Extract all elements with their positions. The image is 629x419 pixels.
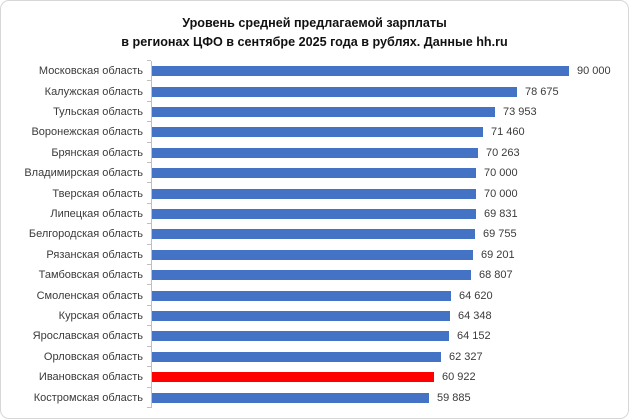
chart-row: Тамбовская область 68 807 xyxy=(7,264,622,286)
chart-row: Липецкая область 69 831 xyxy=(7,202,622,225)
category-label: Воронежская область xyxy=(31,126,143,139)
value-label: 59 885 xyxy=(437,391,471,404)
bar-track: 60 922 xyxy=(147,366,622,388)
bar xyxy=(152,311,450,322)
value-label: 73 953 xyxy=(503,106,537,119)
chart-title-line2: в регионах ЦФО в сентябре 2025 года в ру… xyxy=(121,34,508,49)
category-label: Курская область xyxy=(58,310,143,323)
category-label: Ивановская область xyxy=(38,371,143,384)
bar xyxy=(152,392,429,403)
value-label: 64 348 xyxy=(458,310,492,323)
category-label: Московская область xyxy=(38,65,143,78)
chart-row: Брянская область 70 263 xyxy=(7,141,622,164)
value-label: 70 000 xyxy=(484,167,518,180)
bar-track: 71 460 xyxy=(147,121,622,143)
chart-row: Владимирская область 70 000 xyxy=(7,162,622,184)
bar xyxy=(152,229,475,240)
value-label: 64 620 xyxy=(459,289,493,302)
chart-row: Ярославская область 64 152 xyxy=(7,325,622,347)
bar-highlighted xyxy=(152,372,434,383)
chart-row: Воронежская область 71 460 xyxy=(7,121,622,143)
bar-track: 70 000 xyxy=(147,162,622,184)
value-label: 69 201 xyxy=(481,248,515,261)
bar-track: 78 675 xyxy=(147,80,622,102)
chart-row: Рязанская область 69 201 xyxy=(7,243,622,266)
bar xyxy=(152,290,451,301)
bar xyxy=(152,209,476,220)
value-label: 70 000 xyxy=(484,187,518,200)
bar-track: 90 000 xyxy=(147,59,622,82)
bar-track: 62 327 xyxy=(147,345,622,368)
category-label: Тверская область xyxy=(52,187,143,200)
chart-row: Калужская область 78 675 xyxy=(7,80,622,102)
chart-title: Уровень средней предлагаемой зарплаты в … xyxy=(1,14,628,52)
category-label: Брянская область xyxy=(51,146,143,159)
plot-area: Московская область 90 000 Калужская област… xyxy=(7,59,622,409)
chart-row: Тульская область 73 953 xyxy=(7,100,622,123)
bar xyxy=(152,188,476,199)
category-label: Тульская область xyxy=(53,106,143,119)
bar xyxy=(152,331,449,342)
value-label: 68 807 xyxy=(479,269,513,282)
value-label: 69 831 xyxy=(484,208,518,221)
bar xyxy=(152,249,473,260)
bar-track: 69 831 xyxy=(147,202,622,225)
category-label: Костромская область xyxy=(33,391,143,404)
chart-row: Костромская область 59 885 xyxy=(7,386,622,409)
chart-row: Смоленская область 64 620 xyxy=(7,284,622,306)
chart-row: Тверская область 70 000 xyxy=(7,182,622,204)
category-label: Тамбовская область xyxy=(38,269,143,282)
category-label: Смоленская область xyxy=(36,289,143,302)
bar-track: 64 620 xyxy=(147,284,622,306)
bar-track: 69 755 xyxy=(147,223,622,245)
bar-track: 64 348 xyxy=(147,304,622,327)
chart-row: Белгородская область 69 755 xyxy=(7,223,622,245)
value-label: 69 755 xyxy=(483,228,517,241)
category-label: Ярославская область xyxy=(32,330,143,343)
bar-track: 70 000 xyxy=(147,182,622,204)
bar xyxy=(152,86,517,97)
bar xyxy=(152,168,476,179)
bar-track: 73 953 xyxy=(147,100,622,123)
value-label: 62 327 xyxy=(449,350,483,363)
bar-track: 70 263 xyxy=(147,141,622,164)
bar xyxy=(152,127,483,138)
category-label: Липецкая область xyxy=(50,208,143,221)
bar-track: 64 152 xyxy=(147,325,622,347)
category-label: Калужская область xyxy=(44,85,143,98)
value-label: 78 675 xyxy=(525,85,559,98)
chart-row: Орловская область 62 327 xyxy=(7,345,622,368)
bar-track: 68 807 xyxy=(147,264,622,286)
chart-row: Ивановская область 60 922 xyxy=(7,366,622,388)
bar-track: 59 885 xyxy=(147,386,622,409)
bar xyxy=(152,351,441,362)
value-label: 90 000 xyxy=(577,65,611,78)
value-label: 70 263 xyxy=(486,146,520,159)
category-label: Белгородская область xyxy=(28,228,143,241)
chart-title-line1: Уровень средней предлагаемой зарплаты xyxy=(182,16,447,30)
value-label: 71 460 xyxy=(491,126,525,139)
bar xyxy=(152,107,495,118)
value-label: 64 152 xyxy=(457,330,491,343)
category-label: Орловская область xyxy=(43,350,143,363)
chart-row: Курская область 64 348 xyxy=(7,304,622,327)
category-label: Рязанская область xyxy=(46,248,143,261)
bar-track: 69 201 xyxy=(147,243,622,266)
bar xyxy=(152,270,471,281)
category-label: Владимирская область xyxy=(24,167,143,180)
bar xyxy=(152,66,569,77)
value-label: 60 922 xyxy=(442,371,476,384)
chart-row: Московская область 90 000 xyxy=(7,59,622,82)
bar xyxy=(152,147,478,158)
